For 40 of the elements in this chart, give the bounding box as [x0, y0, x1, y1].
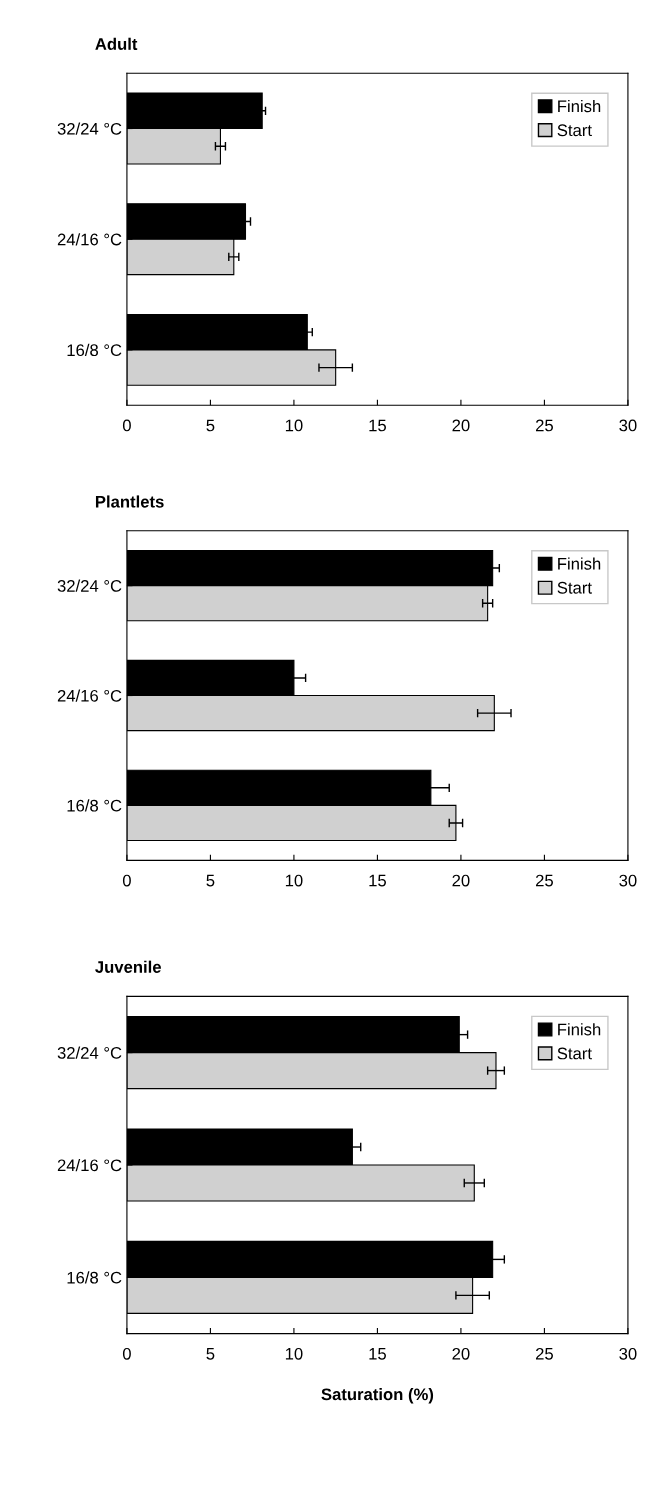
- x-tick-label: 25: [535, 874, 553, 887]
- y-tick-label: 24/16 °C: [57, 233, 122, 246]
- chart-title: Juvenile: [95, 960, 161, 973]
- chart-title: Adult: [95, 37, 138, 50]
- y-tick-label: 16/8 °C: [67, 343, 122, 357]
- x-tick-label: 25: [535, 419, 553, 432]
- x-tick-label: 15: [369, 874, 386, 887]
- y-tick-label: 24/16 °C: [57, 689, 122, 702]
- x-tick-label: 5: [206, 874, 215, 887]
- x-tick-label: 0: [122, 874, 131, 887]
- x-tick-label: 20: [452, 419, 470, 432]
- y-tick-label: 24/16 °C: [57, 1158, 122, 1172]
- y-tick-label: 16/8 °C: [67, 799, 122, 812]
- legend-label: Finish: [558, 99, 601, 113]
- x-axis-title: Saturation (%): [321, 1388, 434, 1404]
- x-tick-label: 25: [535, 1347, 553, 1360]
- x-tick-label: 30: [619, 874, 637, 887]
- chart-title: Plantlets: [95, 495, 164, 508]
- x-tick-label: 20: [452, 1347, 470, 1360]
- legend-label: Finish: [558, 557, 601, 570]
- y-tick-label: 32/24 °C: [57, 579, 122, 592]
- x-tick-label: 20: [452, 874, 470, 887]
- y-tick-label: 16/8 °C: [67, 1271, 122, 1284]
- x-tick-label: 0: [122, 1347, 131, 1360]
- x-tick-label: 15: [369, 1348, 386, 1360]
- legend-label: Start: [557, 1047, 592, 1060]
- x-tick-label: 30: [619, 1347, 637, 1360]
- y-tick-label: 32/24 °C: [57, 122, 122, 135]
- x-tick-label: 0: [122, 419, 131, 432]
- y-tick-label: 32/24 °C: [57, 1046, 122, 1059]
- x-tick-label: 15: [369, 419, 386, 432]
- x-tick-label: 10: [285, 1347, 303, 1360]
- legend-label: Start: [557, 124, 592, 137]
- legend-label: Finish: [558, 1023, 601, 1036]
- legend-label: Start: [557, 581, 592, 594]
- x-tick-label: 5: [206, 1348, 215, 1360]
- x-tick-label: 10: [285, 874, 303, 887]
- x-tick-label: 30: [619, 419, 637, 432]
- x-tick-label: 10: [285, 419, 303, 432]
- x-tick-label: 5: [206, 419, 215, 432]
